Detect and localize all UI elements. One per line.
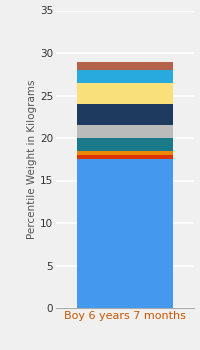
Bar xyxy=(77,125,173,138)
Y-axis label: Percentile Weight in Kilograms: Percentile Weight in Kilograms xyxy=(27,79,37,239)
Bar xyxy=(77,62,173,70)
Bar xyxy=(77,83,173,104)
Bar xyxy=(77,155,173,159)
Bar xyxy=(77,104,173,125)
Bar xyxy=(77,159,173,308)
Bar xyxy=(77,70,173,83)
Bar xyxy=(77,151,173,155)
Bar xyxy=(77,138,173,151)
